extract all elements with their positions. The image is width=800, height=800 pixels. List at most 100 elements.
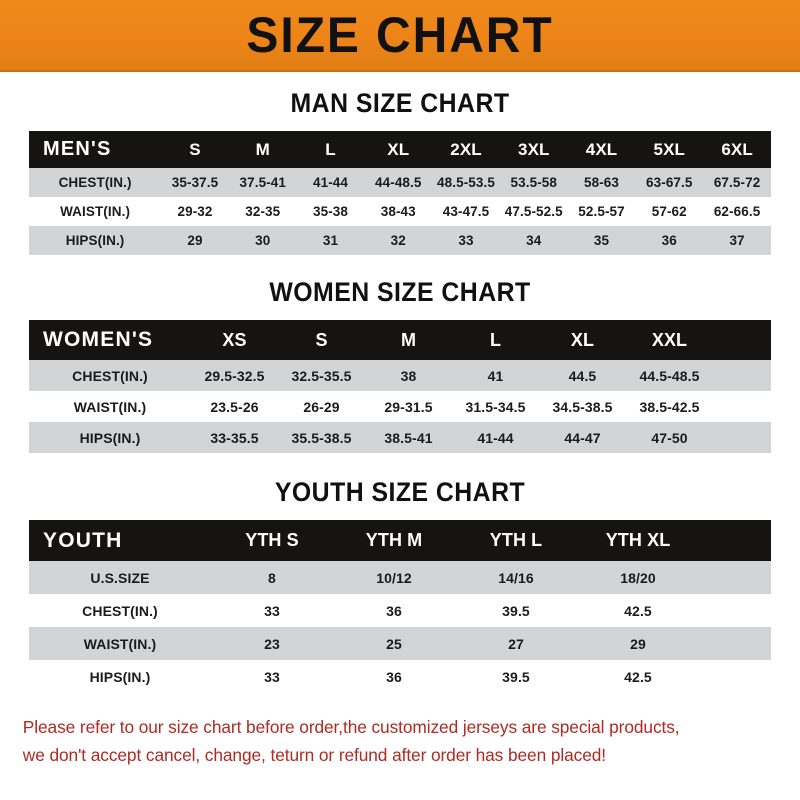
women-header-label: WOMEN'S — [29, 320, 191, 360]
youth-col-header: YTH L — [455, 520, 577, 561]
youth-col-header: YTH S — [211, 520, 333, 561]
table-cell: 41 — [452, 360, 539, 391]
table-cell: 29 — [577, 627, 699, 660]
order-policy-note: Please refer to our size chart before or… — [23, 713, 777, 769]
table-row: U.S.SIZE 8 10/12 14/16 18/20 — [29, 561, 771, 594]
youth-header-label: YOUTH — [29, 520, 211, 561]
table-cell: 43-47.5 — [432, 197, 500, 226]
women-header-spacer — [713, 320, 771, 360]
table-cell: 48.5-53.5 — [432, 168, 500, 197]
row-label: WAIST(IN.) — [29, 197, 162, 226]
man-col-header: M — [228, 131, 297, 168]
man-col-header: 6XL — [703, 131, 771, 168]
table-cell: 36 — [333, 660, 455, 693]
table-cell: 31.5-34.5 — [452, 391, 539, 422]
youth-col-header: YTH XL — [577, 520, 699, 561]
table-cell: 36 — [333, 594, 455, 627]
table-cell: 38 — [365, 360, 452, 391]
section-youth-size-chart: YOUTH SIZE CHART YOUTH YTH S YTH M YTH L… — [0, 453, 800, 693]
table-cell-spacer — [699, 594, 771, 627]
table-cell: 32-35 — [228, 197, 297, 226]
table-row: CHEST(IN.) 35-37.5 37.5-41 41-44 44-48.5… — [29, 168, 771, 197]
table-cell-spacer — [699, 627, 771, 660]
women-col-header: L — [452, 320, 539, 360]
table-cell: 63-67.5 — [635, 168, 704, 197]
row-label: HIPS(IN.) — [29, 660, 211, 693]
table-cell: 34.5-38.5 — [539, 391, 626, 422]
man-table-wrapper: MEN'S S M L XL 2XL 3XL 4XL 5XL 6XL CHEST… — [29, 131, 771, 255]
table-cell: 14/16 — [455, 561, 577, 594]
table-cell-spacer — [713, 422, 771, 453]
table-row: HIPS(IN.) 33-35.5 35.5-38.5 38.5-41 41-4… — [29, 422, 771, 453]
table-cell: 27 — [455, 627, 577, 660]
table-cell: 41-44 — [296, 168, 365, 197]
row-label: U.S.SIZE — [29, 561, 211, 594]
table-cell-spacer — [713, 391, 771, 422]
table-cell: 44-48.5 — [364, 168, 433, 197]
table-row: HIPS(IN.) 33 36 39.5 42.5 — [29, 660, 771, 693]
table-cell: 53.5-58 — [499, 168, 568, 197]
women-table-wrapper: WOMEN'S XS S M L XL XXL CHEST(IN.) 29.5-… — [29, 320, 771, 453]
table-row: CHEST(IN.) 29.5-32.5 32.5-35.5 38 41 44.… — [29, 360, 771, 391]
table-cell: 39.5 — [455, 660, 577, 693]
man-header-label: MEN'S — [29, 131, 162, 168]
man-col-header: 4XL — [567, 131, 636, 168]
women-header-row: WOMEN'S XS S M L XL XXL — [29, 320, 771, 360]
row-label: WAIST(IN.) — [29, 391, 191, 422]
table-row: WAIST(IN.) 29-32 32-35 35-38 38-43 43-47… — [29, 197, 771, 226]
youth-col-header: YTH M — [333, 520, 455, 561]
row-label: CHEST(IN.) — [29, 168, 162, 197]
table-cell: 29-31.5 — [365, 391, 452, 422]
section-women-size-chart: WOMEN SIZE CHART WOMEN'S XS S M L XL XXL — [0, 255, 800, 453]
table-cell: 42.5 — [577, 594, 699, 627]
women-size-table: WOMEN'S XS S M L XL XXL CHEST(IN.) 29.5-… — [29, 320, 771, 453]
women-col-header: XS — [191, 320, 278, 360]
table-row: WAIST(IN.) 23.5-26 26-29 29-31.5 31.5-34… — [29, 391, 771, 422]
table-cell: 41-44 — [452, 422, 539, 453]
man-header-row: MEN'S S M L XL 2XL 3XL 4XL 5XL 6XL — [29, 131, 771, 168]
table-cell: 58-63 — [567, 168, 636, 197]
row-label: CHEST(IN.) — [29, 360, 191, 391]
table-cell: 44-47 — [539, 422, 626, 453]
table-cell: 38.5-41 — [365, 422, 452, 453]
table-cell: 38-43 — [364, 197, 433, 226]
table-row: WAIST(IN.) 23 25 27 29 — [29, 627, 771, 660]
table-cell: 33 — [211, 594, 333, 627]
table-cell: 35.5-38.5 — [278, 422, 365, 453]
man-col-header: XL — [364, 131, 433, 168]
section-man-size-chart: MAN SIZE CHART MEN'S S M L XL 2XL 3XL 4X… — [0, 72, 800, 255]
table-cell: 36 — [635, 226, 704, 255]
women-col-header: M — [365, 320, 452, 360]
table-cell: 57-62 — [635, 197, 704, 226]
table-cell: 29.5-32.5 — [191, 360, 278, 391]
table-cell: 47-50 — [626, 422, 713, 453]
table-cell: 32 — [364, 226, 433, 255]
table-cell: 33 — [432, 226, 500, 255]
table-cell: 18/20 — [577, 561, 699, 594]
table-cell: 25 — [333, 627, 455, 660]
table-cell: 67.5-72 — [703, 168, 771, 197]
table-cell: 42.5 — [577, 660, 699, 693]
youth-table-wrapper: YOUTH YTH S YTH M YTH L YTH XL U.S.SIZE … — [29, 520, 771, 693]
man-col-header: 3XL — [499, 131, 568, 168]
women-col-header: XL — [539, 320, 626, 360]
table-cell: 10/12 — [333, 561, 455, 594]
note-line-2: we don't accept cancel, change, teturn o… — [22, 745, 606, 765]
table-cell-spacer — [713, 360, 771, 391]
table-cell: 32.5-35.5 — [278, 360, 365, 391]
table-cell: 29-32 — [161, 197, 229, 226]
table-cell: 47.5-52.5 — [499, 197, 568, 226]
table-cell: 23 — [211, 627, 333, 660]
banner-title: SIZE CHART — [246, 7, 554, 63]
table-cell-spacer — [699, 561, 771, 594]
table-cell: 37 — [703, 226, 771, 255]
row-label: CHEST(IN.) — [29, 594, 211, 627]
table-cell: 29 — [161, 226, 229, 255]
table-cell: 44.5 — [539, 360, 626, 391]
women-section-title: WOMEN SIZE CHART — [269, 277, 531, 307]
table-cell: 52.5-57 — [567, 197, 636, 226]
youth-header-row: YOUTH YTH S YTH M YTH L YTH XL — [29, 520, 771, 561]
table-cell: 62-66.5 — [703, 197, 771, 226]
row-label: WAIST(IN.) — [29, 627, 211, 660]
table-cell: 33 — [211, 660, 333, 693]
